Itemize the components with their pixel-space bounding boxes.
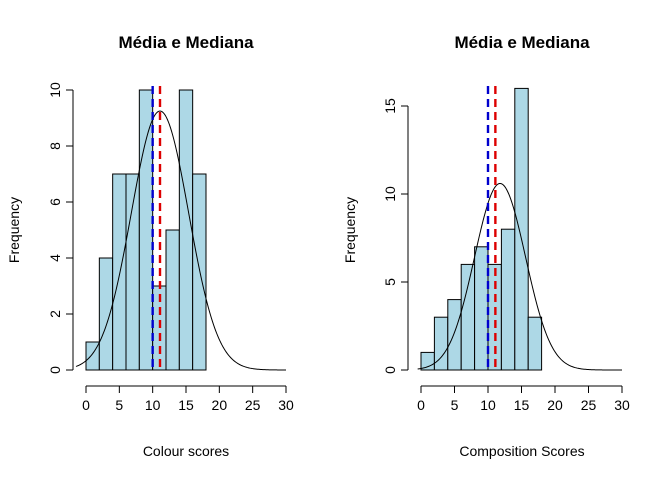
y-axis: 0 5 10 15 <box>382 98 409 374</box>
density-curve <box>417 182 622 371</box>
reference-lines-group <box>151 86 162 370</box>
x-axis-label: Colour scores <box>143 443 229 459</box>
panel-title: Média e Mediana <box>118 33 254 52</box>
y-tick-label: 10 <box>382 186 398 202</box>
x-tick-label: 15 <box>178 397 194 413</box>
x-tick-label: 20 <box>547 397 563 413</box>
histogram-bar <box>178 89 194 371</box>
histogram-bar <box>420 351 435 371</box>
histogram-bar <box>474 246 489 371</box>
histogram-bar <box>447 299 462 371</box>
y-tick-label: 8 <box>47 142 63 150</box>
y-tick-label: 10 <box>47 82 63 98</box>
x-tick-label: 15 <box>514 397 530 413</box>
histogram-bar <box>487 263 502 371</box>
y-axis-label: Frequency <box>6 197 22 263</box>
y-axis-label: Frequency <box>342 197 358 263</box>
x-tick-label: 30 <box>278 397 294 413</box>
histogram-bar <box>527 316 543 371</box>
x-tick-label: 0 <box>82 397 90 413</box>
histogram-panel-colour: Média e Mediana Colour scores Frequency … <box>6 33 294 459</box>
panel-title: Média e Mediana <box>454 33 590 52</box>
x-tick-label: 25 <box>581 397 597 413</box>
histogram-bar <box>98 257 114 371</box>
y-axis: 0 2 4 6 8 10 <box>47 82 74 374</box>
histogram-bar <box>165 229 180 371</box>
x-tick-label: 5 <box>115 397 123 413</box>
histogram-bar <box>192 173 207 371</box>
histogram-bar <box>112 173 127 371</box>
density-curve-group <box>417 182 622 371</box>
bars-group <box>420 87 543 371</box>
histogram-bar <box>500 228 516 371</box>
x-tick-label: 0 <box>417 397 425 413</box>
bars-group <box>85 89 207 371</box>
y-tick-label: 5 <box>382 278 398 286</box>
x-axis: 0 5 10 15 20 25 30 <box>82 385 294 413</box>
histogram-panel-composition: Média e Mediana Composition Scores Frequ… <box>342 33 630 459</box>
y-tick-label: 15 <box>382 98 398 114</box>
x-tick-label: 10 <box>145 397 161 413</box>
x-tick-label: 20 <box>212 397 228 413</box>
x-tick-label: 25 <box>245 397 261 413</box>
y-tick-label: 0 <box>47 366 63 374</box>
histogram-bar <box>514 87 529 371</box>
histogram-bar <box>460 263 476 371</box>
x-axis-label: Composition Scores <box>459 443 584 459</box>
y-tick-label: 0 <box>382 366 398 374</box>
histogram-bar <box>138 89 154 371</box>
x-tick-label: 5 <box>451 397 459 413</box>
x-axis: 0 5 10 15 20 25 30 <box>417 385 630 413</box>
reference-lines-group <box>486 86 497 370</box>
x-tick-label: 10 <box>480 397 496 413</box>
y-tick-label: 6 <box>47 198 63 206</box>
density-curve-group <box>75 110 286 371</box>
density-curve <box>75 110 286 371</box>
y-tick-label: 2 <box>47 310 63 318</box>
x-tick-label: 30 <box>614 397 630 413</box>
y-tick-label: 4 <box>47 254 63 262</box>
